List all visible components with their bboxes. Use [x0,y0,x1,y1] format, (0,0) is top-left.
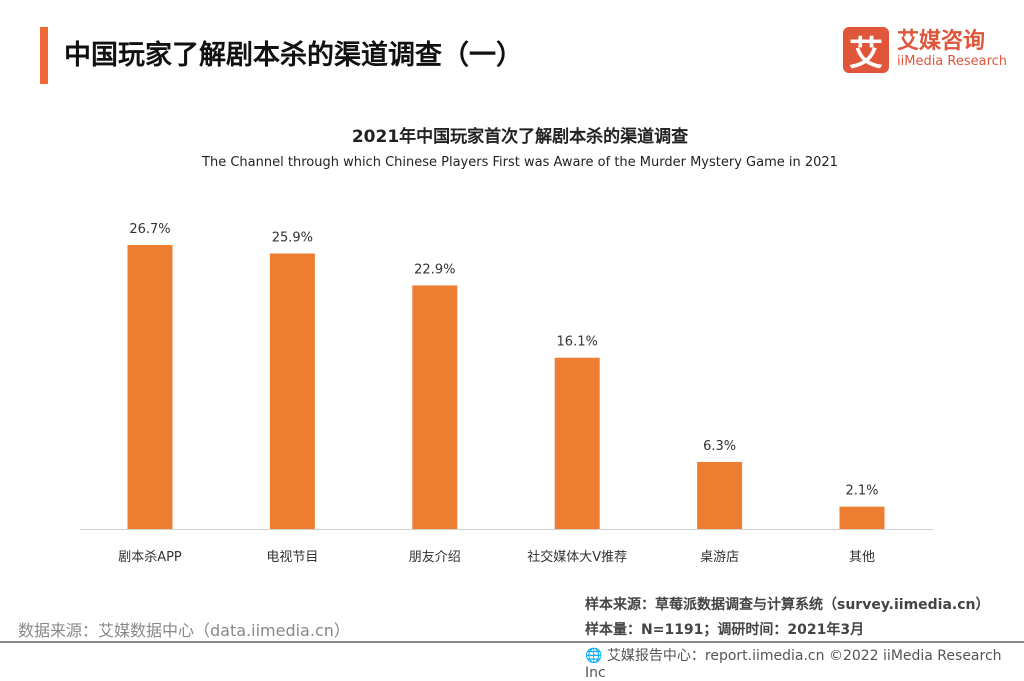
data-label: 2.1% [845,484,878,499]
category-label: 电视节目 [266,550,318,565]
data-label: 22.9% [414,262,455,277]
category-label: 朋友介绍 [409,549,461,565]
sample-size: 样本量：N=1191；调研时间：2021年3月 [585,622,865,638]
sample-source: 样本来源：草莓派数据调查与计算系统（survey.iimedia.cn） [585,597,990,613]
report-text: 艾媒报告中心：report.iimedia.cn ©2022 iiMedia R… [585,648,1002,681]
title-accent-bar [40,27,48,84]
data-label: 25.9% [272,231,313,246]
bar [554,357,600,529]
chart-title: 2021年中国玩家首次了解剧本杀的渠道调查 [351,127,689,147]
globe-icon: 🌐 [585,648,607,664]
footer-report: 🌐 艾媒报告中心：report.iimedia.cn ©2022 iiMedia… [585,645,1024,681]
chart-subtitle: The Channel through which Chinese Player… [202,155,838,170]
category-label: 剧本杀APP [118,550,182,565]
data-label: 16.1% [557,335,598,350]
logo-en: iiMedia Research [897,54,1008,69]
bar [412,285,458,529]
data-label: 26.7% [129,222,170,237]
page-title: 中国玩家了解剧本杀的渠道调查（一） [64,40,523,71]
bar [269,253,315,529]
bar [697,461,743,529]
category-label: 社交媒体大V推荐 [527,549,627,565]
data-source: 数据来源：艾媒数据中心（data.iimedia.cn） [18,621,350,640]
iimedia-logo: 艾 艾媒咨询 iiMedia Research [843,27,1008,74]
category-label: 桌游店 [700,550,739,565]
logo-mark: 艾 [843,27,889,74]
bar-chart: 26.7% 剧本杀APP 25.9% 电视节目 22.9% 朋友介绍 16.1% 社交媒体大V… [80,222,933,565]
data-label: 6.3% [703,439,736,454]
bar [839,506,885,529]
bar [127,245,173,529]
footer-divider [0,641,1024,643]
category-label: 其他 [849,550,875,565]
logo-cn: 艾媒咨询 [897,29,986,54]
